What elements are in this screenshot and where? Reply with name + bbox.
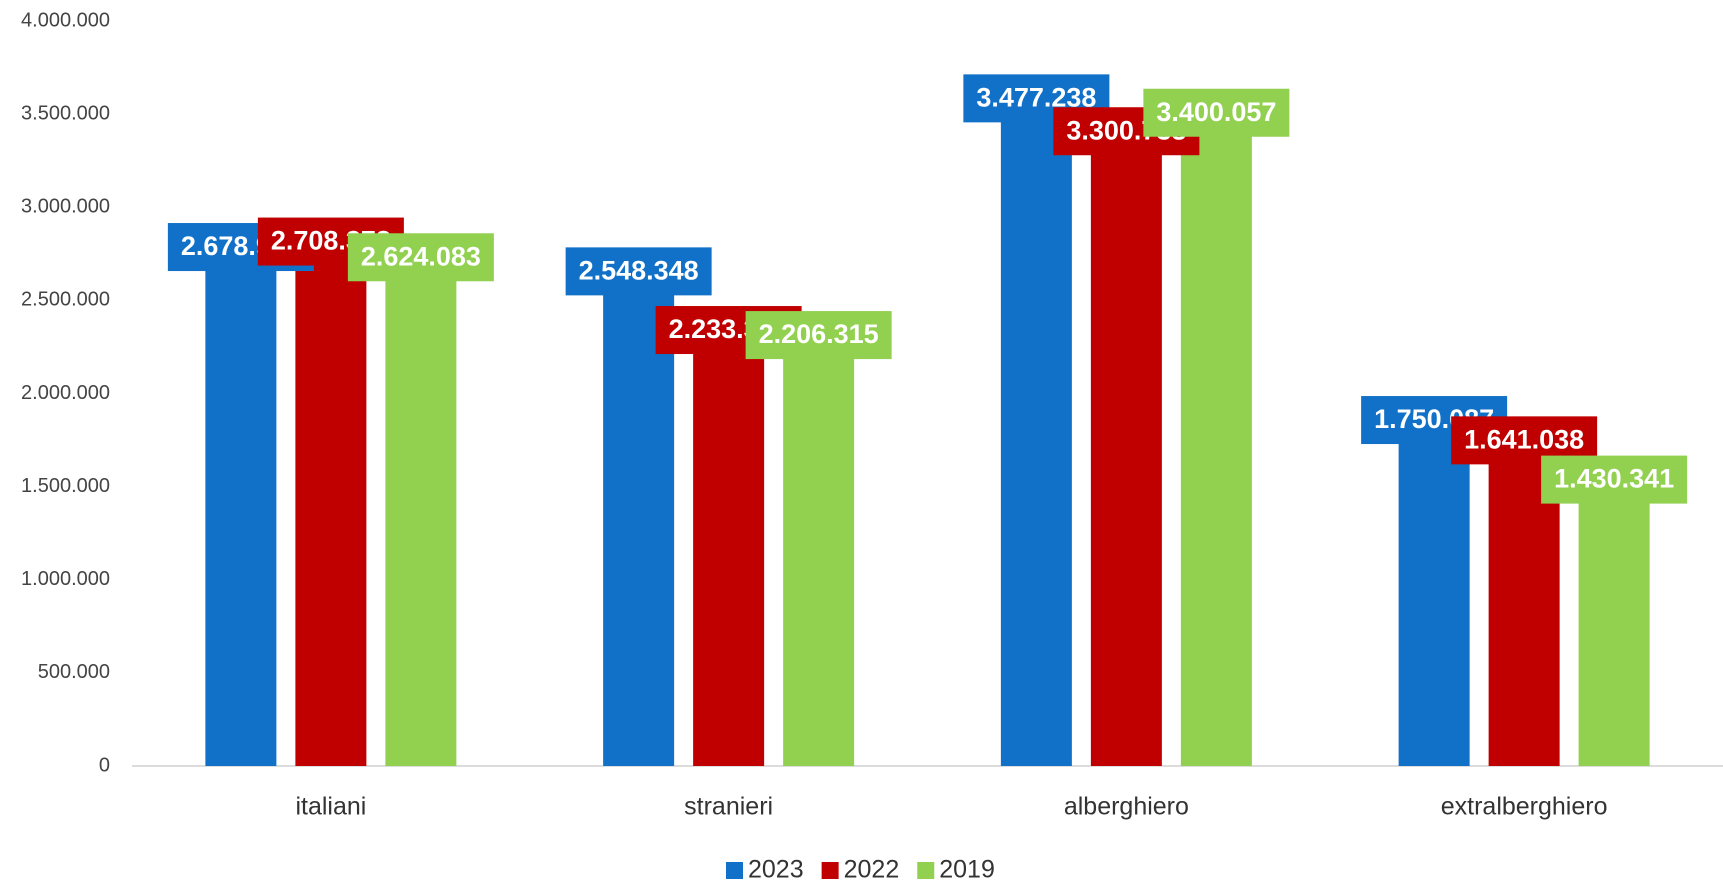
data-label-box: [347, 233, 494, 282]
legend-label: 2023: [748, 856, 804, 881]
data-label-box: [565, 247, 712, 296]
data-label: 2.548.348: [579, 255, 699, 285]
y-tick-label: 4.000.000: [21, 9, 110, 31]
bar: [1578, 499, 1650, 766]
x-tick-label: stranieri: [684, 793, 773, 821]
y-tick-label: 1.000.000: [21, 568, 110, 590]
data-label: 2.206.315: [759, 319, 879, 349]
x-tick-label: italiani: [295, 793, 366, 821]
legend-label: 2019: [939, 856, 995, 881]
x-tick-label: extralberghiero: [1441, 793, 1608, 821]
data-label-box: [1541, 455, 1688, 504]
bar: [1000, 118, 1072, 766]
x-tick-label: alberghiero: [1064, 793, 1189, 821]
data-label-box: [1143, 88, 1290, 137]
bar: [603, 291, 675, 766]
y-tick-label: 1.500.000: [21, 475, 110, 497]
bar: [295, 261, 367, 766]
bar: [205, 267, 277, 766]
data-label: 1.430.341: [1554, 464, 1674, 494]
data-label-box: [745, 311, 892, 360]
y-tick-label: 0: [99, 754, 110, 776]
y-tick-label: 500.000: [38, 661, 110, 683]
legend-swatch: [821, 862, 839, 879]
bar: [1488, 460, 1560, 766]
data-label: 3.400.057: [1156, 97, 1276, 127]
bar: [1180, 132, 1252, 766]
y-tick-label: 2.000.000: [21, 382, 110, 404]
data-label: 1.641.038: [1464, 424, 1584, 454]
bar: [1398, 440, 1470, 766]
legend-swatch: [917, 862, 935, 879]
bar: [693, 350, 765, 766]
y-tick-label: 3.000.000: [21, 196, 110, 218]
y-tick-label: 2.500.000: [21, 289, 110, 311]
bar: [385, 277, 457, 766]
bar: [783, 355, 855, 766]
y-tick-label: 3.500.000: [21, 102, 110, 124]
bar: [1090, 151, 1162, 766]
legend-label: 2022: [844, 856, 900, 881]
legend-swatch: [726, 862, 743, 879]
data-label: 2.624.083: [361, 241, 481, 271]
